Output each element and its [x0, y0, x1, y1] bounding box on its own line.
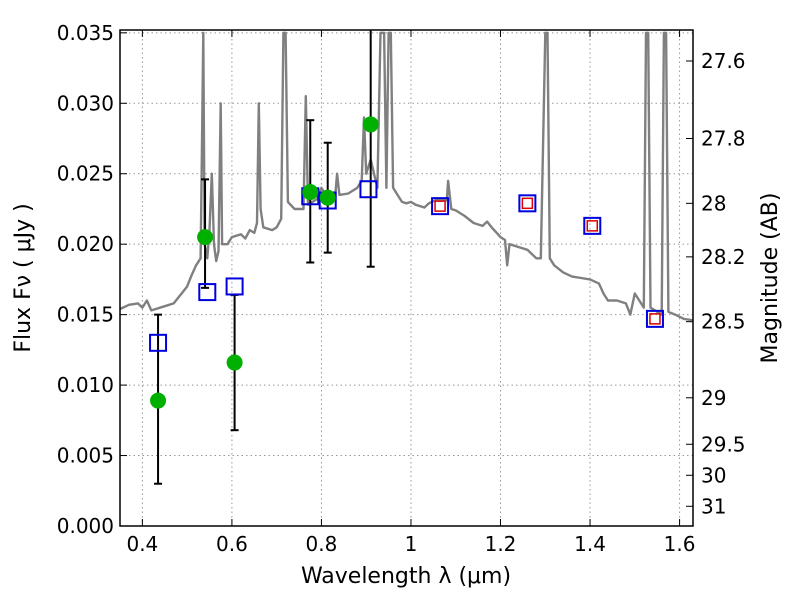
y-tick-label: 0.005	[57, 444, 114, 468]
model-square-blue	[359, 180, 378, 199]
y-tick-label: 0.010	[57, 373, 114, 397]
y-tick-label: 0.000	[57, 514, 114, 538]
photometry-squares-layer	[149, 180, 664, 352]
observed-point	[226, 354, 243, 371]
model-square-blue	[149, 333, 168, 352]
observed-point	[302, 184, 319, 201]
model-square-blue	[583, 216, 602, 235]
error-bars-layer	[154, 30, 375, 485]
x-tick-label: 1.4	[574, 532, 606, 556]
right-y-axis-label: Magnitude (AB)	[758, 193, 783, 364]
y-tick-label: 0.025	[57, 162, 114, 186]
y-tick-label: 0.015	[57, 303, 114, 327]
plot-frame	[119, 29, 694, 527]
model-square-red	[434, 200, 446, 212]
right-y-tick-label: 27.8	[701, 127, 746, 151]
y-axis-label: Flux Fν ( μJy )	[11, 203, 36, 352]
right-y-tick-label: 28.2	[701, 245, 746, 269]
observed-points-layer	[150, 116, 379, 409]
right-y-tick-label: 28	[701, 191, 726, 215]
right-y-tick-label: 29	[701, 386, 726, 410]
x-tick-label: 0.6	[216, 532, 248, 556]
model-square-blue	[431, 197, 450, 216]
x-tick-label: 1.6	[664, 532, 696, 556]
right-y-tick-label: 30	[701, 463, 726, 487]
model-square-red	[586, 220, 599, 232]
x-tick-label: 0.8	[306, 532, 338, 556]
observed-point	[150, 392, 167, 409]
x-tick-label: 0.4	[126, 532, 158, 556]
observed-point	[197, 229, 214, 246]
x-tick-label: 1.2	[485, 532, 517, 556]
model-square-blue	[645, 309, 664, 328]
right-y-tick-label: 29.5	[701, 432, 746, 456]
model-square-blue	[518, 194, 537, 213]
y-tick-label: 0.020	[57, 232, 114, 256]
model-square-red	[521, 197, 534, 210]
grid-lines	[120, 30, 693, 527]
model-square-blue	[225, 277, 244, 296]
y-tick-label: 0.030	[57, 91, 114, 115]
observed-point	[362, 116, 379, 133]
right-y-tick-label: 28.5	[701, 310, 746, 334]
observed-point	[319, 189, 336, 206]
right-y-tick-label: 31	[701, 494, 726, 518]
model-square-red	[649, 313, 661, 325]
right-y-tick-label: 27.6	[701, 49, 746, 73]
y-tick-label: 0.035	[57, 21, 114, 45]
model-square-blue	[198, 283, 217, 302]
x-axis-label: Wavelength λ (μm)	[301, 564, 511, 589]
axis-ticks: 0.4 0.6 0.8 1 1.2 1.4 1.6 0.000 0.005 0.010 0.015 0…	[57, 21, 746, 556]
x-tick-label: 1	[405, 532, 418, 556]
